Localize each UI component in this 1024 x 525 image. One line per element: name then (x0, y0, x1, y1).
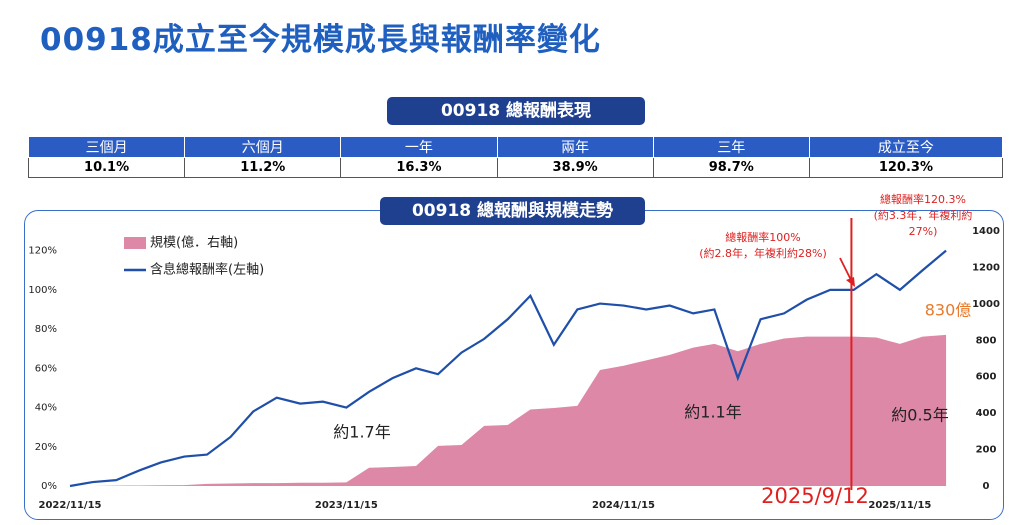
line-series (69, 249, 947, 488)
y2-tick-label: 200 (976, 445, 997, 456)
y2-tick-label: 1000 (972, 299, 1000, 310)
table-title: 00918 總報酬表現 (387, 97, 645, 125)
header-cell: 成立至今 (808, 136, 1004, 158)
x-tick-label: 2023/11/15 (315, 500, 378, 511)
y-tick-label: 0% (41, 481, 57, 492)
header-cell: 兩年 (496, 136, 654, 158)
header-cell: 三年 (652, 136, 810, 158)
y2-tick-label: 1400 (972, 226, 1000, 237)
y-tick-label: 120% (28, 246, 57, 257)
chart-title: 00918 總報酬與規模走勢 (380, 197, 645, 225)
area-series (70, 334, 947, 486)
event-arrow (839, 257, 853, 283)
y-tick-label: 40% (35, 403, 57, 414)
annotation: 約0.5年 (891, 406, 948, 425)
returns-table: 三個月 六個月 一年 兩年 三年 成立至今 10.1% 11.2% 16.3% 38.9% 98.… (27, 136, 1004, 178)
annotation: 總報酬率120.3% (880, 192, 966, 206)
value-cell: 10.1% (27, 157, 186, 178)
value-cell: 120.3% (808, 157, 1004, 178)
annotation: 2025/9/12 (761, 484, 869, 508)
y2-tick-label: 800 (976, 335, 997, 346)
y2-tick-label: 1200 (972, 262, 1000, 273)
y2-tick-label: 0 (983, 481, 990, 492)
legend-label: 含息總報酬率(左軸) (150, 262, 264, 278)
x-tick-label: 2022/11/15 (39, 500, 102, 511)
annotation: 總報酬率100% (725, 230, 800, 244)
x-tick-label: 2025/11/15 (868, 500, 931, 511)
annotation: (約3.3年，年複利約 (874, 208, 973, 222)
legend-swatch (124, 237, 146, 249)
annotation: 27%) (909, 225, 938, 238)
value-cell: 11.2% (184, 157, 342, 178)
annotation: 830億 (925, 301, 972, 320)
y2-tick-label: 600 (976, 372, 997, 383)
y2-tick-label: 400 (976, 408, 997, 419)
y-tick-label: 100% (28, 285, 57, 296)
legend-label: 規模(億．右軸) (150, 235, 238, 251)
value-row: 10.1% 11.2% 16.3% 38.9% 98.7% 120.3% (27, 157, 1004, 178)
page-title: 00918成立至今規模成長與報酬率變化 (40, 22, 601, 58)
value-cell: 16.3% (340, 157, 498, 178)
y-tick-label: 20% (35, 442, 57, 453)
y-tick-label: 80% (35, 324, 57, 335)
annotation: (約2.8年，年複利約28%) (699, 246, 827, 260)
event-arrowhead (846, 277, 855, 287)
y-tick-label: 60% (35, 363, 57, 374)
annotation: 約1.1年 (684, 403, 741, 422)
value-cell: 98.7% (652, 157, 810, 178)
x-tick-label: 2024/11/15 (592, 500, 655, 511)
annotation: 約1.7年 (333, 423, 390, 442)
